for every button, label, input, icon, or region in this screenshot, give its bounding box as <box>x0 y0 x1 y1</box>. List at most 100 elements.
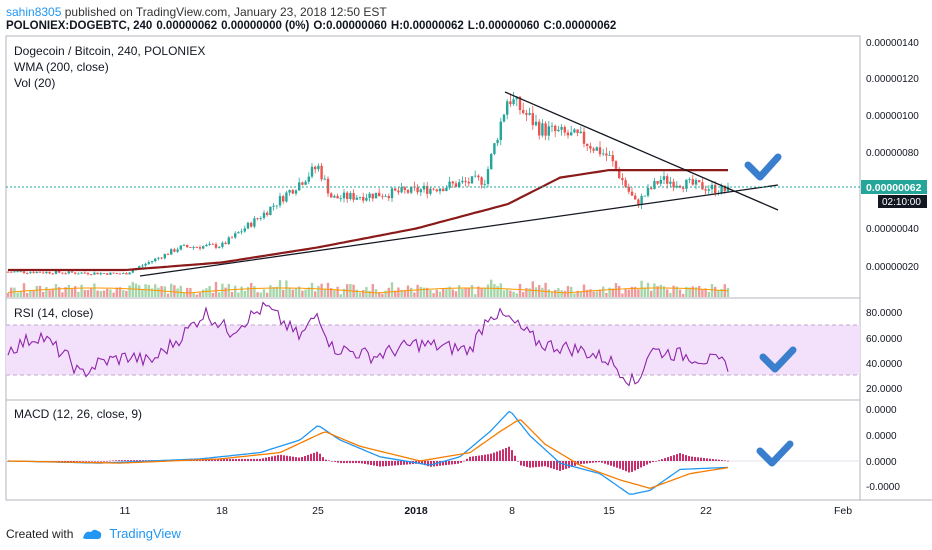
macd-hist-bar <box>205 459 207 461</box>
volume-bar <box>29 290 32 297</box>
time-tick: 15 <box>603 505 615 517</box>
macd-hist-bar <box>142 460 144 461</box>
volume-bar <box>19 290 22 297</box>
price-axis[interactable]: 0.00000140 0.00000120 0.00000100 0.00000… <box>866 38 919 273</box>
volume-bar <box>26 293 29 297</box>
candle-body <box>214 244 218 248</box>
volume-bar <box>80 284 83 297</box>
volume-bar <box>70 288 74 297</box>
volume-bar <box>35 285 38 297</box>
volume-bar <box>400 289 403 297</box>
macd-hist-bar <box>352 461 354 464</box>
candle-body <box>275 205 278 207</box>
volume-bar <box>288 287 291 297</box>
candle-body <box>157 257 160 259</box>
candle-body <box>224 242 227 245</box>
candle-body <box>675 185 678 188</box>
candle-body <box>634 195 637 200</box>
candle-body <box>144 263 147 266</box>
tradingview-brand[interactable]: TradingView <box>109 526 181 541</box>
candle-body <box>381 196 384 198</box>
macd-hist-bar <box>514 455 516 461</box>
volume-bar <box>16 292 19 297</box>
signal-line <box>7 419 729 489</box>
macd-hist-bar <box>682 454 684 461</box>
time-tick: 2018 <box>404 505 428 517</box>
candle-body <box>86 273 90 275</box>
volume-bar <box>54 284 58 297</box>
candle-body <box>304 181 307 185</box>
candle-body <box>320 165 323 180</box>
volume-bar <box>592 291 595 297</box>
candle-body <box>506 101 509 115</box>
time-axis[interactable]: 11 18 25 2018 8 15 22 Feb <box>120 505 853 517</box>
macd-hist-bar <box>121 460 123 461</box>
rsi-axis[interactable]: 80.0000 60.0000 40.0000 20.0000 <box>866 308 903 395</box>
volume-bar <box>262 289 266 297</box>
candle-body <box>688 179 691 180</box>
candle-body <box>205 244 208 247</box>
macd-hist-bar <box>463 460 465 462</box>
macd-hist-bar <box>604 461 606 464</box>
candle-body <box>192 247 195 248</box>
volume-bar <box>115 287 118 297</box>
volume-bar <box>234 285 237 297</box>
volume-bar <box>525 288 528 297</box>
macd-hist-bar <box>373 461 375 466</box>
macd-hist-bar <box>85 461 87 462</box>
candle-body <box>397 190 400 193</box>
macd-hist-bar <box>706 458 708 461</box>
volume-bar <box>240 286 243 297</box>
macd-hist-bar <box>685 455 687 461</box>
candle-body <box>602 153 605 155</box>
ascending-trendline[interactable] <box>139 184 779 277</box>
candle-body <box>419 189 422 193</box>
candle-body <box>349 193 352 199</box>
candle-body <box>445 187 448 192</box>
volume-bar <box>458 285 461 297</box>
macd-hist-bar <box>454 461 456 465</box>
candle-body <box>61 272 64 274</box>
volume-bar <box>390 282 394 297</box>
volume-bar <box>506 289 509 297</box>
candle-body <box>176 249 179 252</box>
checkmark-icon <box>759 346 797 373</box>
volume-bar <box>202 289 205 297</box>
volume-bar <box>256 292 259 297</box>
volume-bar <box>515 293 518 297</box>
volume-bar <box>253 286 256 297</box>
macd-hist-bar <box>727 460 729 462</box>
volume-bar <box>454 291 458 297</box>
candle-body <box>406 190 410 193</box>
volume-bar <box>640 280 643 297</box>
author-link[interactable]: sahin8305 <box>6 5 62 19</box>
candle-body <box>480 177 483 185</box>
macd-hist-bar <box>133 460 135 461</box>
volume-bar <box>291 289 294 297</box>
candle-body <box>586 143 589 147</box>
volume-bar <box>339 294 342 297</box>
candle-body <box>256 218 259 220</box>
macd-hist-bar <box>301 457 303 461</box>
volume-bar <box>173 285 176 297</box>
volume-bar <box>522 292 525 297</box>
volume-bar <box>666 289 669 297</box>
candle-body <box>384 196 387 197</box>
candle-body <box>707 189 710 191</box>
candle-body <box>19 271 22 273</box>
candle-body <box>118 273 122 275</box>
candle-body <box>640 195 643 206</box>
candle-body <box>67 271 70 274</box>
macd-hist-bar <box>130 460 132 461</box>
descending-trendline[interactable] <box>504 91 779 211</box>
volume-bar <box>330 288 333 297</box>
macd-hist-bar <box>652 461 654 463</box>
candle-body <box>173 249 176 252</box>
volume-bar <box>320 283 323 297</box>
candle-body <box>566 132 570 136</box>
candle-body <box>614 161 618 169</box>
macd-axis[interactable]: 0.0000 0.0000 0.0000 -0.0000 <box>866 405 900 493</box>
volume-bar <box>608 287 611 297</box>
rsi-tick: 40.0000 <box>866 359 903 370</box>
